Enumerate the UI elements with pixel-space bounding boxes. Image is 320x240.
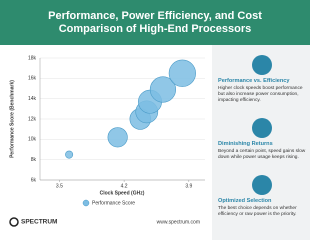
y-axis-title: Performance Score (Benchmark)	[9, 80, 15, 158]
y-tick-label: 8k	[31, 157, 37, 163]
icon	[252, 118, 272, 138]
x-tick-label: 3.9	[185, 183, 192, 189]
logo: SPECTRUM	[9, 217, 57, 227]
bubble	[149, 76, 177, 103]
legend-label: Performance Score	[92, 200, 135, 206]
brand: SPECTRUM	[21, 219, 57, 226]
infographic: Performance, Power Efficiency, and Cost …	[0, 0, 310, 240]
x-axis-title: Clock Speed (GHz)	[100, 190, 145, 196]
bubble	[107, 127, 128, 148]
sidebar-item: Performance vs. Efficiency Higher clock s…	[218, 55, 306, 104]
heading: Performance vs. Efficiency	[218, 78, 290, 84]
y-tick-label: 12k	[28, 116, 37, 122]
y-tick-label: 10k	[28, 137, 37, 143]
chart: Performance Score (Benchmark) Clock Spee…	[9, 55, 205, 227]
header: Performance, Power Efficiency, and Cost …	[0, 0, 310, 45]
text: Beyond a certain point, speed gains slow…	[218, 149, 306, 160]
y-tick-label: 6k	[31, 177, 37, 183]
bubble	[168, 59, 196, 87]
text: Higher clock speeds boost performance bu…	[218, 86, 303, 103]
icon	[252, 55, 272, 75]
icon	[252, 175, 272, 195]
y-tick-label: 16k	[28, 76, 37, 82]
x-tick-label: 3.5	[56, 183, 63, 189]
y-tick-label: 14k	[28, 96, 37, 102]
x-tick-label: 4.2	[121, 183, 128, 189]
heading: Optimized Selection	[218, 198, 272, 204]
sidebar-item: Optimized Selection The best choice depen…	[218, 175, 306, 218]
y-tick-label: 18k	[28, 55, 37, 61]
bubble	[65, 150, 74, 159]
heading: Diminishing Returns	[218, 141, 273, 147]
title: Performance, Power Efficiency, and Cost …	[48, 9, 262, 35]
url: www.spectrum.com	[157, 219, 200, 225]
legend-swatch	[82, 199, 90, 207]
sidebar-item: Diminishing Returns Beyond a certain poin…	[218, 118, 306, 161]
text: The best choice depends on whether effic…	[218, 206, 297, 217]
sidebar: Performance vs. Efficiency Higher clock s…	[212, 45, 310, 240]
